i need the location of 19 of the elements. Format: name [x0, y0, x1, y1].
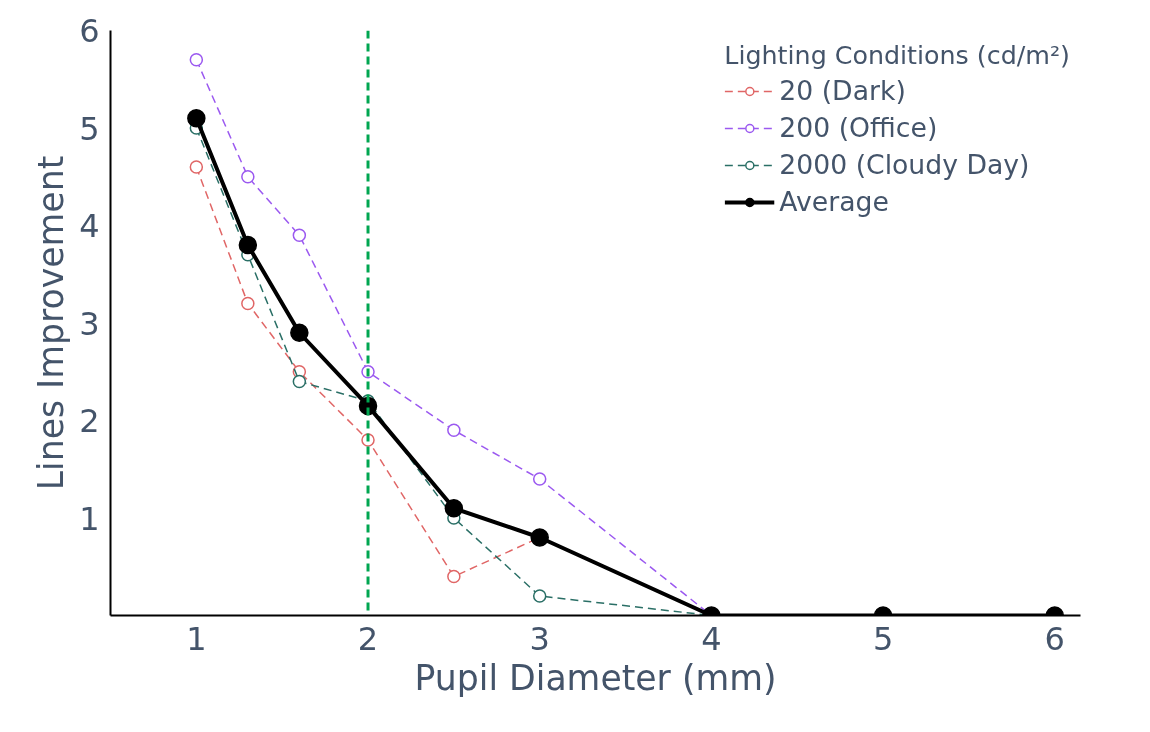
- x-tick-label: 1: [186, 619, 207, 658]
- y-tick-label: 2: [79, 402, 100, 440]
- legend-label: 2000 (Cloudy Day): [779, 149, 1030, 180]
- x-tick-label: 6: [1044, 619, 1065, 658]
- y-axis-title: Lines Improvement: [31, 155, 72, 491]
- legend-label: 200 (Office): [779, 112, 938, 143]
- y-tick-label: 3: [79, 304, 100, 343]
- legend-label: Average: [779, 186, 889, 217]
- legend-title: Lighting Conditions (cd/m²): [724, 40, 1070, 70]
- x-tick-label: 5: [872, 619, 894, 658]
- x-axis-title: Pupil Diameter (mm): [414, 657, 777, 698]
- legend-label: 20 (Dark): [779, 75, 906, 106]
- x-tick-label: 3: [529, 619, 550, 658]
- y-tick-label: 5: [79, 109, 100, 148]
- x-tick-label: 2: [357, 619, 379, 658]
- x-tick-label: 4: [701, 619, 722, 658]
- y-tick-label: 6: [79, 12, 100, 50]
- y-tick-label: 4: [79, 207, 100, 245]
- y-tick-label: 1: [79, 499, 100, 538]
